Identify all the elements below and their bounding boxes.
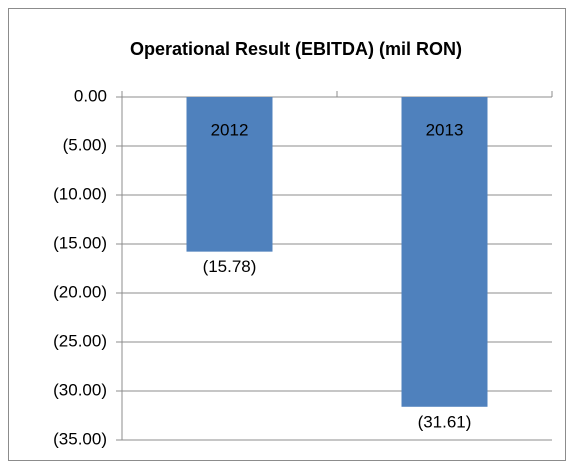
y-tick-label: (15.00) bbox=[53, 233, 107, 252]
data-label: (15.78) bbox=[203, 257, 257, 276]
y-tick-label: 0.00 bbox=[74, 86, 107, 105]
chart-title: Operational Result (EBITDA) (mil RON) bbox=[130, 39, 462, 59]
y-tick-label: (20.00) bbox=[53, 282, 107, 301]
y-tick-label: (25.00) bbox=[53, 331, 107, 350]
bar bbox=[186, 97, 273, 252]
data-label: (31.61) bbox=[418, 412, 472, 431]
y-tick-label: (5.00) bbox=[63, 135, 107, 154]
bar bbox=[401, 97, 488, 407]
category-label: 2012 bbox=[211, 120, 249, 139]
category-label: 2013 bbox=[426, 120, 464, 139]
y-tick-label: (35.00) bbox=[53, 429, 107, 448]
y-tick-label: (10.00) bbox=[53, 184, 107, 203]
y-tick-label: (30.00) bbox=[53, 380, 107, 399]
